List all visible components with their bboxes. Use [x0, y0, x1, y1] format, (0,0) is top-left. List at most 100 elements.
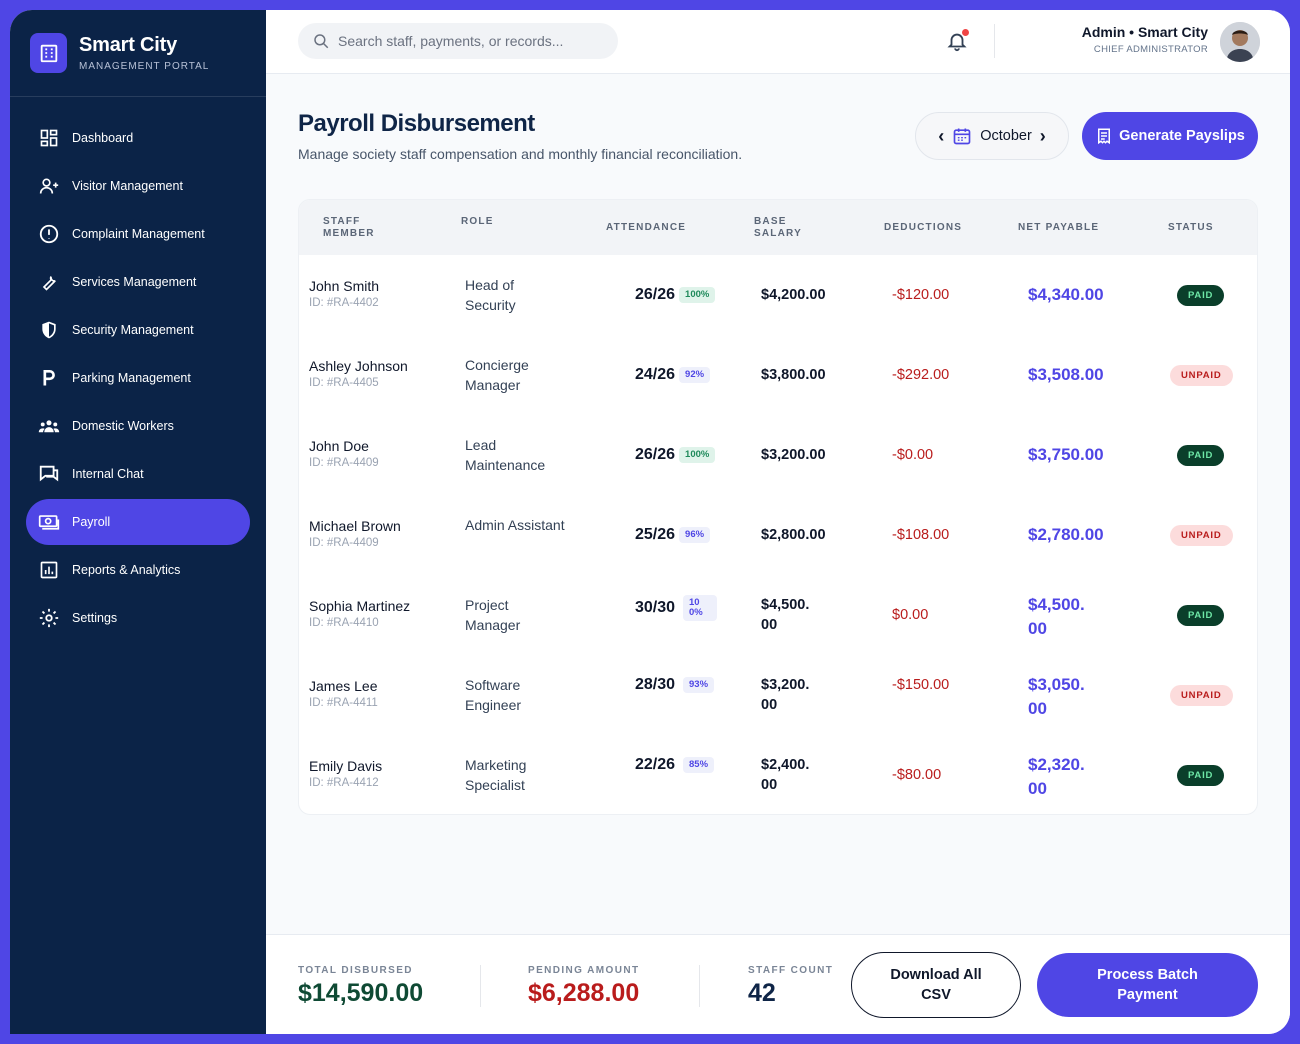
wrench-icon — [38, 271, 60, 293]
attendance-percent-badge: 96% — [679, 527, 711, 543]
sidebar-item-parking-management[interactable]: Parking Management — [26, 355, 250, 401]
chevron-left-icon[interactable]: ‹ — [938, 125, 945, 146]
attendance-count: 25/26 — [635, 526, 676, 543]
generate-payslips-button[interactable]: Generate Payslips — [1082, 112, 1258, 160]
sidebar-item-reports-analytics[interactable]: Reports & Analytics — [26, 547, 250, 593]
table-row[interactable]: Emily Davis ID: #RA-4412 Marketing Speci… — [299, 735, 1257, 814]
staff-count-label: STAFF COUNT — [748, 965, 834, 976]
total-disbursed-label: TOTAL DISBURSED — [298, 965, 413, 976]
search-icon — [314, 34, 329, 49]
deduction-amount: -$292.00 — [892, 367, 950, 383]
net-payable: $3,050.00 — [1028, 675, 1085, 718]
divider — [699, 965, 700, 1007]
sidebar-item-dashboard[interactable]: Dashboard — [26, 115, 250, 161]
sidebar-item-label: Security Management — [72, 323, 194, 337]
base-salary: $2,400.00 — [761, 757, 810, 793]
parking-icon — [38, 367, 60, 389]
base-salary: $2,800.00 — [761, 527, 826, 543]
sidebar-item-security-management[interactable]: Security Management — [26, 307, 250, 353]
staff-name[interactable]: John Doe — [309, 438, 369, 454]
table-row[interactable]: John Doe ID: #RA-4409 Lead Maintenance 2… — [299, 415, 1257, 495]
notification-dot — [962, 29, 969, 36]
brand[interactable]: Smart City MANAGEMENT PORTAL — [10, 10, 266, 97]
table-row[interactable]: John Smith ID: #RA-4402 Head of Security… — [299, 255, 1257, 335]
attendance-percent-badge: 100% — [679, 287, 716, 303]
shield-icon — [38, 319, 60, 341]
user-name: Admin • Smart City — [1081, 24, 1208, 40]
sidebar-item-visitor-management[interactable]: Visitor Management — [26, 163, 250, 209]
notification-bell-icon[interactable] — [946, 29, 970, 54]
user-plus-icon — [38, 175, 60, 197]
staff-name[interactable]: Ashley Johnson — [309, 358, 408, 374]
divider — [480, 965, 481, 1007]
topbar: Admin • Smart City CHIEF ADMINISTRATOR — [266, 10, 1290, 74]
staff-id: ID: #RA-4405 — [309, 377, 379, 389]
staff-name[interactable]: John Smith — [309, 278, 380, 294]
building-icon — [30, 33, 67, 73]
chat-icon — [38, 463, 60, 485]
table-row[interactable]: James Lee ID: #RA-4411 Software Engineer… — [299, 655, 1257, 735]
column-header[interactable]: DEDUCTIONS — [884, 222, 963, 233]
sidebar-item-label: Internal Chat — [72, 467, 144, 481]
column-header[interactable]: ATTENDANCE — [606, 222, 687, 233]
column-header[interactable]: STAFF MEMBER — [323, 216, 375, 239]
base-salary: $3,800.00 — [761, 367, 826, 383]
user-role: CHIEF ADMINISTRATOR — [1093, 44, 1208, 55]
sidebar-item-payroll[interactable]: Payroll — [26, 499, 250, 545]
staff-role: Head of Security — [465, 277, 516, 313]
table-row[interactable]: Sophia Martinez ID: #RA-4410 Project Man… — [299, 575, 1257, 655]
sidebar-item-label: Dashboard — [72, 131, 134, 145]
sidebar-item-internal-chat[interactable]: Internal Chat — [26, 451, 250, 497]
attendance-percent-badge: 92% — [679, 367, 711, 383]
sidebar-item-settings[interactable]: Settings — [26, 595, 250, 641]
month-label[interactable]: October — [980, 128, 1032, 144]
table-row[interactable]: Michael Brown ID: #RA-4409 Admin Assista… — [299, 495, 1257, 575]
total-disbursed-value: $14,590.00 — [298, 979, 424, 1007]
attendance-count: 28/30 — [635, 676, 676, 693]
search-input[interactable] — [338, 33, 598, 49]
sidebar-item-services-management[interactable]: Services Management — [26, 259, 250, 305]
cash-icon — [38, 511, 60, 533]
sidebar-item-label: Domestic Workers — [72, 419, 174, 433]
attendance-percent-badge: 100% — [683, 595, 717, 621]
search-box[interactable] — [298, 23, 618, 59]
payroll-table: STAFF MEMBER ROLE ATTENDANCE BASE SALARY DED… — [298, 199, 1258, 815]
staff-name[interactable]: Emily Davis — [309, 758, 383, 774]
staff-name[interactable]: James Lee — [309, 678, 378, 694]
attendance-percent-badge: 100% — [679, 447, 716, 463]
staff-role: Software Engineer — [465, 677, 522, 713]
column-header[interactable]: ROLE — [461, 216, 494, 227]
deduction-amount: -$120.00 — [892, 287, 950, 303]
deduction-amount: -$150.00 — [892, 677, 950, 693]
download-csv-button[interactable]: Download All CSV — [851, 952, 1021, 1018]
sidebar-item-domestic-workers[interactable]: Domestic Workers — [26, 403, 250, 449]
sidebar-item-complaint-management[interactable]: Complaint Management — [26, 211, 250, 257]
staff-count-value: 42 — [748, 979, 776, 1007]
column-header[interactable]: NET PAYABLE — [1018, 222, 1100, 233]
staff-role: Admin Assistant — [465, 517, 565, 533]
table-row[interactable]: Ashley Johnson ID: #RA-4405 Concierge Ma… — [299, 335, 1257, 415]
status-badge: UNPAID — [1170, 525, 1233, 546]
receipt-icon — [1098, 128, 1111, 145]
base-salary: $3,200.00 — [761, 447, 826, 463]
staff-name[interactable]: Michael Brown — [309, 518, 401, 534]
process-batch-payment-button[interactable]: Process Batch Payment — [1037, 953, 1258, 1017]
status-badge: PAID — [1177, 605, 1225, 626]
brand-name: Smart City — [79, 34, 178, 56]
chevron-right-icon[interactable]: › — [1039, 125, 1046, 146]
attendance-percent-badge: 85% — [683, 757, 715, 773]
user-info[interactable]: Admin • Smart City CHIEF ADMINISTRATOR — [1082, 24, 1208, 55]
divider — [994, 24, 995, 58]
status-badge: PAID — [1177, 765, 1225, 786]
staff-id: ID: #RA-4409 — [309, 537, 379, 549]
attendance-count: 22/26 — [635, 756, 676, 773]
staff-name[interactable]: Sophia Martinez — [309, 598, 411, 614]
column-header[interactable]: BASE SALARY — [754, 216, 802, 239]
staff-id: ID: #RA-4409 — [309, 457, 379, 469]
sidebar-item-label: Parking Management — [72, 371, 191, 385]
column-header[interactable]: STATUS — [1168, 222, 1214, 233]
net-payable: $3,750.00 — [1028, 445, 1104, 464]
avatar[interactable] — [1220, 22, 1260, 62]
deduction-amount: -$80.00 — [892, 767, 942, 783]
staff-role: Marketing Specialist — [465, 757, 527, 793]
